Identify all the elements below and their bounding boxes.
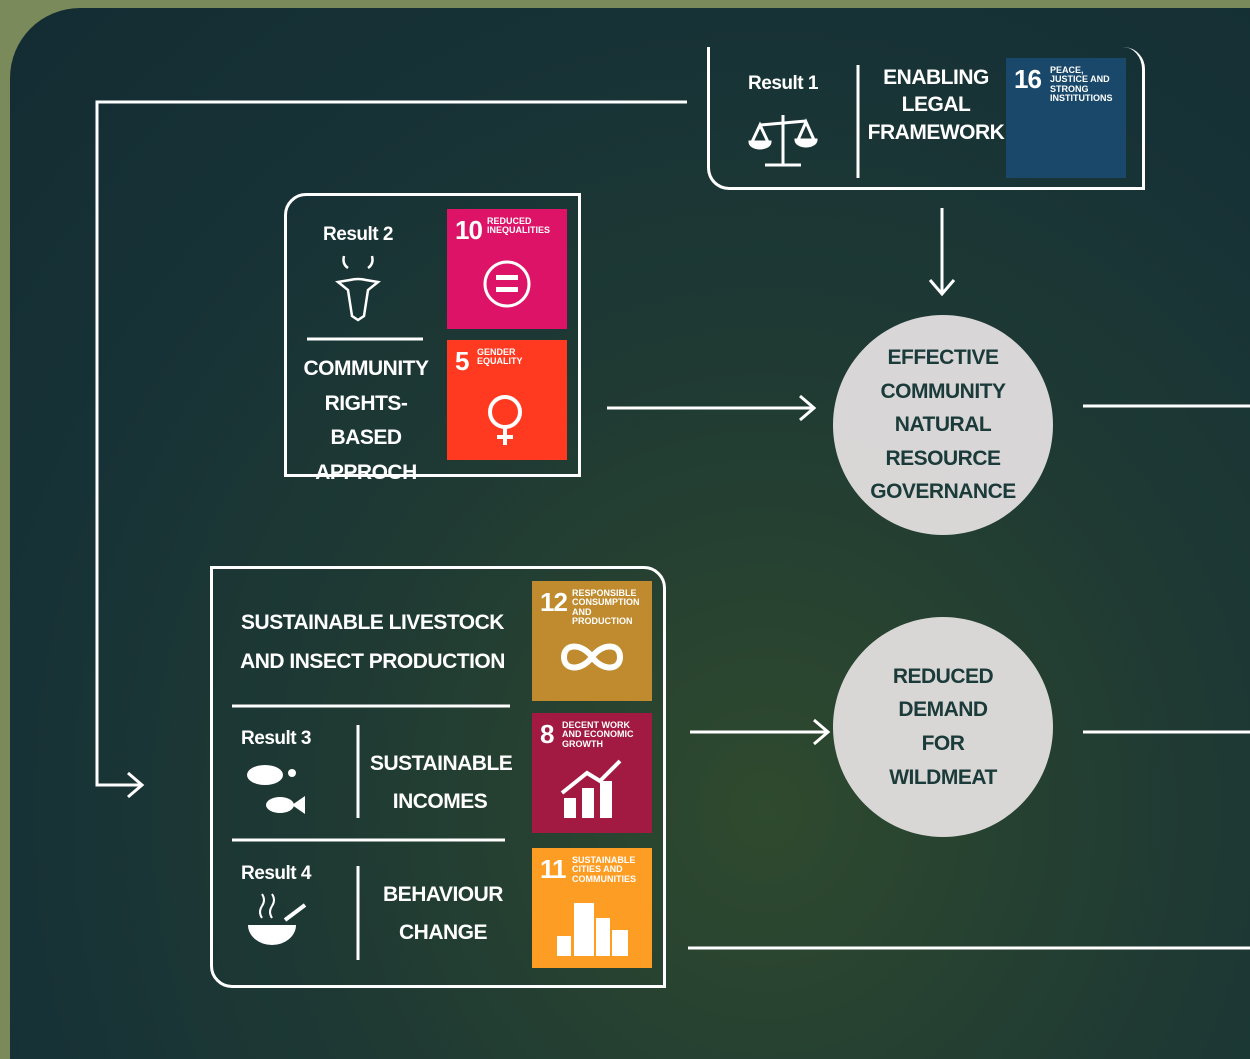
result-label: Result 4	[228, 862, 324, 887]
outcome-text: REDUCED DEMAND FOR WILDMEAT	[878, 660, 1008, 794]
sdg-icon	[532, 581, 652, 701]
sdg-name: PEACE, JUSTICE AND STRONG INSTITUTIONS	[1050, 66, 1122, 104]
sdg-tile: 5 GENDER EQUALITY	[447, 340, 567, 460]
outcome-text: EFFECTIVE COMMUNITY NATURAL RESOURCE GOV…	[843, 341, 1043, 509]
result-title: ENABLING LEGAL FRAMEWORK	[866, 64, 1006, 146]
sdg-tile: 16 PEACE, JUSTICE AND STRONG INSTITUTION…	[1006, 58, 1126, 178]
production-title: SUSTAINABLE LIVESTOCK AND INSECT PRODUCT…	[225, 604, 520, 682]
sdg-tile: 10 REDUCED INEQUALITIES	[447, 209, 567, 329]
sdg-icon	[532, 848, 652, 968]
sdg-tile: 12 RESPONSIBLE CONSUMPTION AND PRODUCTIO…	[532, 581, 652, 701]
outcome-circle: EFFECTIVE COMMUNITY NATURAL RESOURCE GOV…	[833, 315, 1053, 535]
result-title: SUSTAINABLE INCOMES	[370, 745, 510, 821]
sdg-icon	[447, 340, 567, 460]
sdg-tile: 8 DECENT WORK AND ECONOMIC GROWTH	[532, 713, 652, 833]
diagram: Result 1 ENABLING LEGAL FRAMEWORK 16 PEA…	[0, 0, 1250, 1059]
sdg-icon	[447, 209, 567, 329]
result-label: Result 1	[733, 72, 833, 97]
result-label: Result 3	[228, 727, 324, 752]
result-title: COMMUNITY RIGHTS-BASED APPROCH	[296, 352, 436, 491]
result-title: BEHAVIOUR CHANGE	[373, 876, 513, 952]
sdg-tile: 11 SUSTAINABLE CITIES AND COMMUNITIES	[532, 848, 652, 968]
outcome-circle: REDUCED DEMAND FOR WILDMEAT	[833, 617, 1053, 837]
sdg-number: 16	[1014, 64, 1041, 95]
result-label: Result 2	[308, 223, 408, 248]
sdg-icon	[532, 713, 652, 833]
